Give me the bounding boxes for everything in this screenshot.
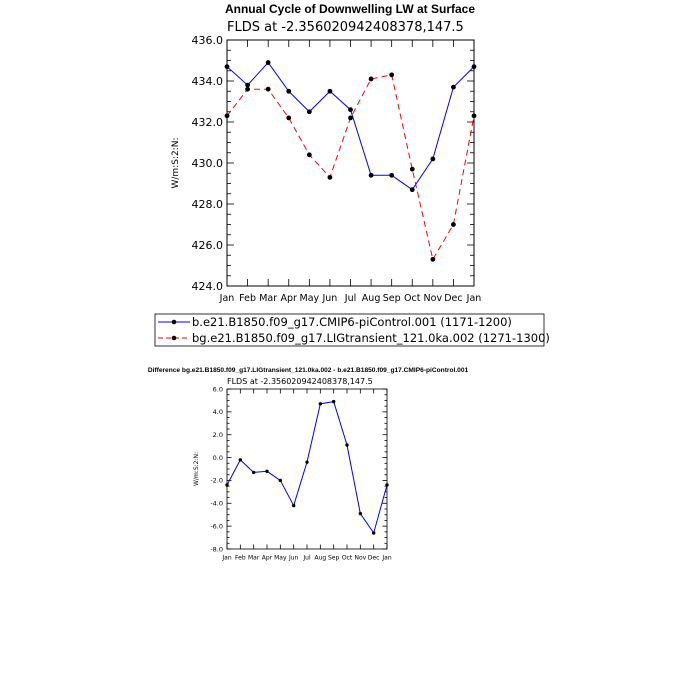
- series-2-point: [430, 256, 436, 262]
- series-line-1: [226, 61, 475, 191]
- chart1-legend: b.e21.B1850.f09_g17.CMIP6-piControl.001 …: [154, 313, 550, 347]
- chart2-plot-frame: [226, 388, 388, 550]
- series-1-point: [286, 88, 292, 94]
- x-tick-label: Feb: [235, 555, 246, 562]
- series-1-point: [371, 531, 376, 535]
- x-tick-label: Feb: [239, 293, 256, 304]
- chart1-plot-frame: [226, 39, 475, 287]
- y-tick-label: -6.0: [210, 522, 223, 530]
- x-tick-label: Jun: [288, 555, 299, 562]
- y-tick-label: 436.0: [192, 34, 224, 47]
- x-tick-label: Jan: [466, 293, 482, 304]
- legend-entry-1: b.e21.B1850.f09_g17.CMIP6-piControl.001 …: [158, 315, 512, 329]
- x-tick-label: Jan: [221, 555, 231, 562]
- series-line-1: [226, 401, 388, 535]
- x-tick-label: May: [300, 293, 320, 304]
- chart2-title: Difference bg.e21.B1850.f09_g17.LIGtrans…: [148, 367, 469, 374]
- x-tick-label: Mar: [248, 555, 260, 562]
- y-tick-label: 426.0: [192, 239, 224, 252]
- series-line-2: [226, 74, 475, 261]
- series-1-point: [251, 470, 256, 475]
- x-tick-label: Dec: [444, 293, 462, 304]
- chart2-subtitle: FLDS at -2.356020942408378,147.5: [227, 377, 373, 386]
- x-tick-label: May: [274, 555, 287, 562]
- series-1-point: [358, 511, 363, 516]
- x-tick-label: Nov: [354, 555, 366, 562]
- x-tick-label: Jul: [344, 293, 356, 304]
- legend-marker-2: [171, 335, 177, 341]
- series-1-point: [265, 60, 271, 65]
- y-tick-label: 424.0: [192, 280, 224, 293]
- x-tick-label: Jan: [381, 555, 391, 562]
- x-tick-label: Jun: [321, 293, 337, 304]
- series-1-point: [306, 109, 312, 115]
- x-tick-label: Mar: [259, 293, 277, 304]
- series-2-point: [286, 115, 292, 121]
- series-1-point: [278, 478, 283, 483]
- chart1-title: Annual Cycle of Downwelling LW at Surfac…: [225, 2, 475, 16]
- legend-label-2: bg.e21.B1850.f09_g17.LIGtransient_121.0k…: [192, 331, 550, 345]
- series-2-point: [265, 86, 271, 92]
- y-tick-label: 0.0: [213, 454, 223, 462]
- series-1-point: [265, 469, 269, 473]
- series-2-point: [348, 115, 353, 121]
- y-tick-label: -8.0: [210, 545, 223, 553]
- series-1-point: [348, 107, 353, 113]
- series-2-point: [368, 76, 374, 82]
- series-2-point: [306, 152, 312, 158]
- series-1-point: [409, 187, 415, 193]
- series-1-point: [345, 443, 349, 447]
- series-2-point: [451, 222, 456, 227]
- series-1-point: [291, 503, 296, 508]
- x-tick-label: Sep: [383, 293, 401, 304]
- series-2-point: [389, 72, 395, 78]
- legend-frame: [154, 313, 545, 347]
- y-tick-label: 2.0: [213, 431, 223, 439]
- chart2-ylabel: W/m:S:2:N:: [193, 452, 200, 486]
- x-tick-label: Jan: [219, 293, 235, 304]
- chart1-ylabel: W/m:S:2:N:: [171, 138, 181, 189]
- legend-entry-2: bg.e21.B1850.f09_g17.LIGtransient_121.0k…: [158, 331, 550, 345]
- y-tick-label: -2.0: [210, 477, 223, 485]
- series-1-point: [331, 399, 336, 404]
- x-tick-label: Dec: [368, 555, 380, 562]
- x-tick-label: Apr: [262, 555, 273, 562]
- annual-cycle-chart: Annual Cycle of Downwelling LW at Surfac…: [171, 2, 481, 304]
- x-tick-label: Oct: [342, 555, 353, 562]
- legend-label-1: b.e21.B1850.f09_g17.CMIP6-piControl.001 …: [192, 315, 512, 329]
- x-tick-label: Sep: [328, 555, 340, 562]
- series-1-point: [245, 82, 250, 88]
- x-tick-label: Nov: [424, 293, 443, 304]
- x-tick-label: Aug: [314, 555, 326, 562]
- y-tick-label: -4.0: [210, 500, 223, 508]
- chart1-subtitle: FLDS at -2.356020942408378,147.5: [227, 20, 464, 35]
- x-tick-label: Oct: [404, 293, 421, 304]
- series-1-point: [430, 156, 436, 162]
- series-2-point: [245, 86, 250, 92]
- series-1-point: [327, 88, 333, 94]
- x-tick-label: Jul: [302, 555, 311, 562]
- series-1-point: [451, 84, 456, 90]
- y-tick-label: 6.0: [213, 385, 223, 393]
- y-tick-label: 428.0: [192, 198, 224, 211]
- series-1-point: [318, 402, 323, 406]
- series-2-point: [409, 166, 415, 172]
- series-2-point: [327, 174, 333, 180]
- series-1-point: [305, 460, 309, 464]
- y-tick-label: 430.0: [192, 157, 224, 170]
- difference-chart: Difference bg.e21.B1850.f09_g17.LIGtrans…: [148, 367, 469, 562]
- series-1-point: [238, 458, 243, 462]
- x-tick-label: Apr: [281, 293, 298, 304]
- y-tick-label: 4.0: [213, 408, 223, 416]
- legend-marker-1: [171, 319, 177, 325]
- series-1-point: [389, 172, 395, 178]
- y-tick-label: 432.0: [192, 116, 224, 129]
- series-1-point: [368, 172, 374, 178]
- x-tick-label: Aug: [362, 293, 381, 304]
- y-tick-label: 434.0: [192, 75, 224, 88]
